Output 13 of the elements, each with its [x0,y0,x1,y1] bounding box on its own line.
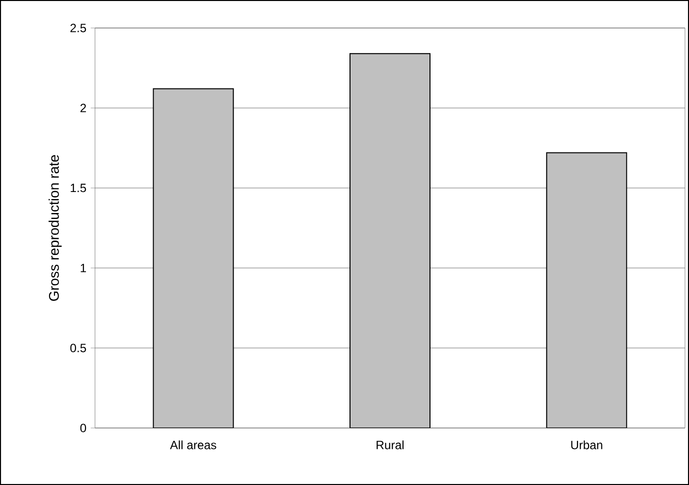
bar [546,152,628,428]
y-tick-label: 1 [80,264,86,272]
y-tick-label: 1.5 [70,184,86,192]
x-tick-label: All areas [170,440,216,450]
x-tick-label: Urban [571,440,602,450]
bar [350,53,430,428]
y-tick-label: 0.5 [70,344,86,352]
y-tick-label: 0 [80,424,86,432]
y-tick-label: 2.5 [70,24,86,32]
y-axis-title: Gross reproduction rate [48,155,62,301]
y-tick-label: 2 [80,104,86,112]
x-tick-label: Rural [376,440,404,450]
bar [152,88,234,428]
